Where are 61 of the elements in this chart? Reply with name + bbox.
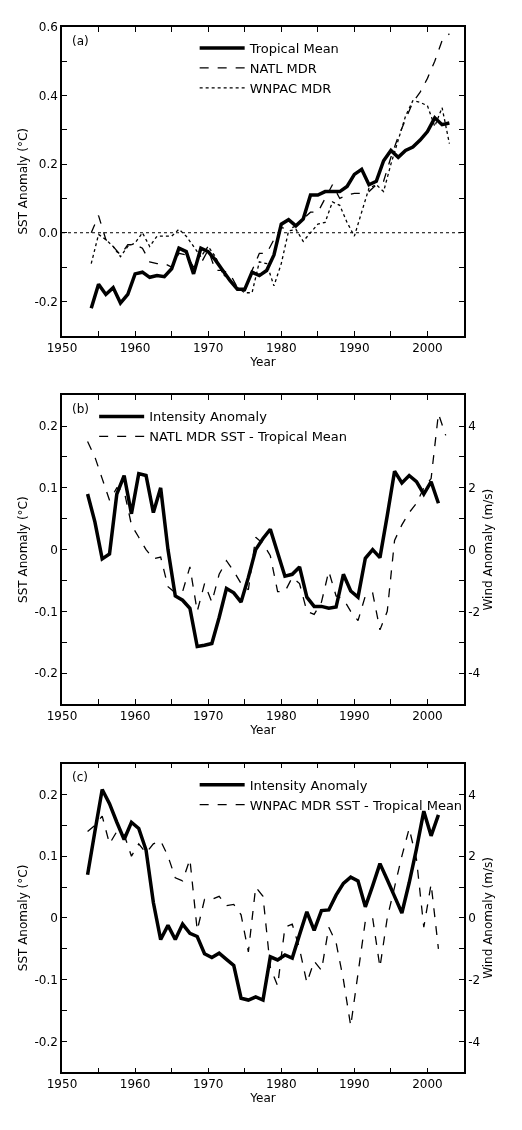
- y-tick-label: 0.2: [38, 787, 58, 802]
- x-tick-label: 1990: [339, 1077, 370, 1092]
- y-tick-label: 0.1: [38, 849, 58, 864]
- y2-tick-label: 2: [468, 481, 476, 496]
- legend-label: WNPAC MDR SST - Tropical Mean: [249, 797, 463, 813]
- y-tick-label: -0.2: [34, 1034, 58, 1049]
- y-tick-label: 0: [50, 542, 58, 557]
- y2-axis-title: Wind Anomaly (m/s): [480, 488, 495, 611]
- y-tick-label: 0.6: [38, 20, 58, 35]
- y-tick-label: 0.2: [38, 157, 58, 172]
- x-axis-title: Year: [249, 1091, 276, 1106]
- x-axis-title: Year: [249, 354, 276, 369]
- x-tick-label: 1950: [46, 1077, 78, 1092]
- y-tick-label: 0.4: [38, 88, 58, 103]
- legend-label: Tropical Mean: [248, 41, 339, 57]
- y2-tick-label: 0: [468, 911, 476, 926]
- y-tick-label: 0: [50, 911, 58, 926]
- x-tick-label: 1950: [46, 709, 78, 724]
- y2-tick-label: 0: [468, 542, 476, 557]
- y-axis-title: SST Anomaly (°C): [16, 127, 31, 235]
- y-tick-label: -0.1: [34, 972, 58, 987]
- x-tick-label: 1970: [192, 340, 224, 355]
- x-tick-label: 2000: [412, 709, 443, 724]
- y-tick-label: 0.0: [38, 225, 58, 240]
- x-tick-label: 1980: [266, 709, 297, 724]
- y2-tick-label: -2: [468, 604, 481, 619]
- x-tick-label: 1950: [46, 340, 78, 355]
- y-axis-title: SST Anomaly (°C): [16, 496, 31, 603]
- x-tick-label: 1990: [339, 709, 370, 724]
- x-tick-label: 1980: [266, 340, 297, 355]
- x-tick-label: 1960: [119, 1077, 151, 1092]
- annotation: (b): [72, 402, 89, 416]
- legend-label: WNPAC MDR: [249, 80, 332, 96]
- y-tick-label: -0.2: [34, 294, 58, 309]
- y-tick-label: -0.1: [34, 604, 58, 619]
- y-tick-label: 0.2: [38, 419, 58, 434]
- legend-label: NATL MDR: [249, 61, 317, 77]
- legend-label: NATL MDR SST - Tropical Mean: [149, 429, 348, 445]
- y2-tick-label: 2: [468, 849, 476, 864]
- y2-tick-label: 4: [468, 419, 476, 434]
- x-tick-label: 1980: [266, 1077, 297, 1092]
- legend-label: Intensity Anomaly: [249, 777, 368, 793]
- x-tick-label: 1970: [192, 1077, 224, 1092]
- y-tick-label: -0.2: [34, 666, 58, 681]
- y-tick-label: 0.1: [38, 481, 58, 496]
- x-tick-label: 2000: [412, 1077, 443, 1092]
- y2-tick-label: -4: [468, 1034, 481, 1049]
- x-tick-label: 1960: [119, 340, 151, 355]
- x-tick-label: 1970: [192, 709, 224, 724]
- y2-axis-title: Wind Anomaly (m/s): [480, 857, 495, 979]
- annotation: (c): [72, 770, 88, 784]
- y-axis-title: SST Anomaly (°C): [16, 864, 31, 972]
- y2-tick-label: 4: [468, 787, 476, 802]
- x-axis-title: Year: [249, 723, 276, 738]
- annotation: (a): [72, 34, 89, 48]
- y2-tick-label: -4: [468, 666, 481, 681]
- legend-label: Intensity Anomaly: [149, 409, 268, 425]
- x-tick-label: 1990: [339, 340, 370, 355]
- y2-tick-label: -2: [468, 972, 481, 987]
- x-tick-label: 1960: [119, 709, 151, 724]
- x-tick-label: 2000: [412, 340, 443, 355]
